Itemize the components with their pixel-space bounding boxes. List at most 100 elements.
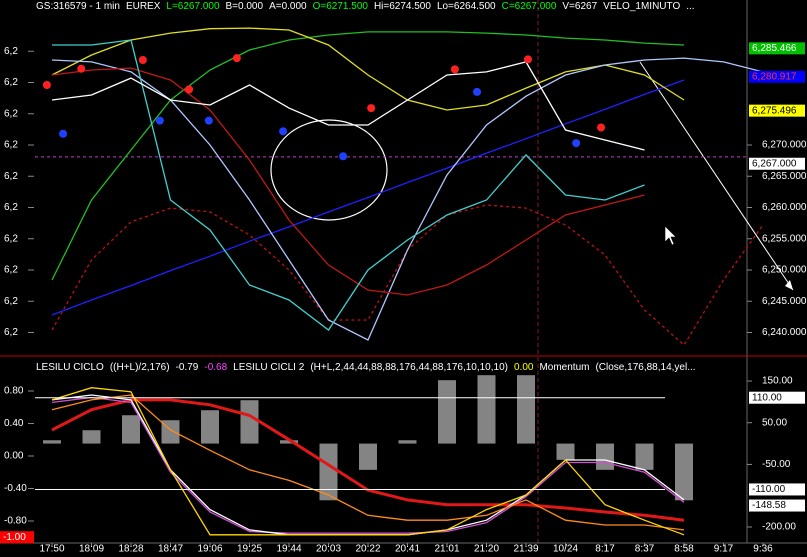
header-item: V=6267 bbox=[562, 1, 598, 12]
y-tick-label: -0.40 bbox=[4, 483, 27, 494]
signal-dot bbox=[572, 139, 581, 148]
price-box bbox=[749, 157, 805, 170]
header-item: (H+L,2,44,44,88,88,176,44,88,176,10,10,1… bbox=[310, 362, 508, 373]
histogram-bar bbox=[82, 430, 101, 444]
series-line bbox=[52, 39, 645, 331]
header-item: L=6267.000 bbox=[166, 1, 220, 12]
y-tick-label: 6,2 bbox=[4, 140, 18, 151]
signal-dot bbox=[523, 55, 532, 64]
price-box bbox=[0, 531, 34, 544]
y-tick-label: 6,2 bbox=[4, 46, 18, 57]
header-item: -0.79 bbox=[175, 362, 199, 373]
x-tick-label: 18:28 bbox=[118, 544, 143, 555]
signal-dot bbox=[155, 116, 164, 125]
signal-dot bbox=[42, 81, 51, 89]
mouse-cursor bbox=[664, 225, 677, 246]
series-line bbox=[51, 396, 685, 534]
header-item: ((H+L)/2,176) bbox=[109, 362, 170, 373]
price-box-label: 6,280.917 bbox=[752, 71, 797, 82]
x-tick-label: 20:03 bbox=[316, 544, 341, 555]
price-box bbox=[749, 70, 805, 83]
y-tick-label: 6,2 bbox=[4, 171, 18, 182]
signal-dot bbox=[138, 56, 147, 64]
price-box-label: 6,267.000 bbox=[752, 158, 797, 169]
trend-arrow bbox=[639, 61, 794, 291]
histogram-bar bbox=[596, 443, 614, 470]
y-tick-label: 50.00 bbox=[762, 417, 787, 428]
header-item: Hi=6274.500 bbox=[373, 1, 431, 12]
price-box bbox=[749, 391, 805, 404]
price-box bbox=[749, 499, 805, 512]
signal-dot bbox=[232, 54, 241, 63]
y-tick-label: 6,245.000 bbox=[762, 296, 807, 307]
header-item: VELO_1MINUTO bbox=[603, 1, 681, 12]
y-tick-label: -50.00 bbox=[762, 459, 791, 470]
price-box bbox=[749, 42, 805, 55]
price-box-label: 6,285.466 bbox=[752, 43, 797, 54]
histogram-bar bbox=[319, 443, 338, 501]
x-tick-label: 9:36 bbox=[753, 544, 773, 555]
x-tick-label: 18:47 bbox=[158, 544, 183, 555]
x-tick-label: 8:37 bbox=[635, 544, 655, 555]
header-item: GS:316579 - 1 min bbox=[36, 1, 120, 12]
y-tick-label: 150.00 bbox=[762, 376, 793, 387]
header-item: LESILU CICLO bbox=[36, 362, 104, 373]
x-tick-label: 19:44 bbox=[276, 544, 301, 555]
price-box-label: -1.00 bbox=[3, 532, 26, 543]
x-tick-label: 19:06 bbox=[197, 544, 222, 555]
y-tick-label: 0.80 bbox=[4, 386, 24, 397]
price-header: GS:316579 - 1 min EUREX L=6267.000 B=0.000 A… bbox=[36, 1, 701, 12]
histogram-bar bbox=[122, 415, 140, 444]
histogram-bar bbox=[201, 410, 219, 444]
price-box-label: 110.00 bbox=[752, 392, 782, 403]
signal-dot bbox=[59, 129, 68, 138]
y-tick-label: -0.80 bbox=[4, 516, 27, 527]
series-line bbox=[51, 387, 685, 536]
y-tick-label: 0.00 bbox=[4, 451, 24, 462]
header-item: (Close,176,88,14,yel... bbox=[595, 362, 696, 373]
annotation-circle bbox=[270, 119, 388, 221]
signal-dot bbox=[597, 123, 606, 132]
y-tick-label: 6,2 bbox=[4, 296, 18, 307]
x-tick-label: 8:17 bbox=[595, 544, 615, 555]
histogram-bar bbox=[438, 380, 456, 444]
price-box-label: 6,275.496 bbox=[752, 105, 797, 116]
series-line bbox=[51, 27, 685, 111]
header-item: LESILU CICLI 2 bbox=[233, 362, 305, 373]
price-box-label: -148.58 bbox=[752, 500, 786, 511]
price-box-label: -110.00 bbox=[752, 484, 786, 495]
histogram-bar bbox=[280, 440, 298, 444]
y-tick-label: 6,2 bbox=[4, 202, 18, 213]
y-tick-label: 6,240.000 bbox=[762, 327, 807, 338]
x-tick-label: 21:39 bbox=[513, 544, 538, 555]
price-box bbox=[749, 104, 805, 117]
signal-dot bbox=[77, 64, 86, 73]
series-line bbox=[51, 31, 685, 281]
indicator-header: LESILU CICLO ((H+L)/2,176) -0.79 -0.68 LESIL… bbox=[36, 362, 702, 373]
series-line bbox=[51, 79, 685, 316]
signal-dot bbox=[450, 65, 459, 74]
y-tick-label: 0.40 bbox=[4, 418, 24, 429]
y-tick-label: 6,260.000 bbox=[762, 202, 807, 213]
histogram-bar bbox=[359, 443, 377, 470]
header-item: Lo=6264.500 bbox=[436, 1, 496, 12]
y-tick-label: 6,265.000 bbox=[762, 171, 807, 182]
header-item: A=0.000 bbox=[269, 1, 307, 12]
price-box bbox=[749, 483, 805, 496]
histogram-bar bbox=[398, 440, 417, 444]
signal-dot bbox=[473, 87, 482, 96]
x-tick-label: 9:17 bbox=[714, 544, 734, 555]
y-tick-label: 6,270.000 bbox=[762, 140, 807, 151]
header-item: C=6267.000 bbox=[501, 1, 557, 12]
x-tick-label: 19:25 bbox=[237, 544, 262, 555]
y-tick-label: 6,255.000 bbox=[762, 233, 807, 244]
x-tick-label: 20:41 bbox=[395, 544, 420, 555]
x-tick-label: 17:50 bbox=[39, 544, 64, 555]
x-tick-label: 10/24 bbox=[553, 544, 578, 555]
x-tick-label: 21:01 bbox=[434, 544, 459, 555]
y-tick-label: 6,2 bbox=[4, 233, 18, 244]
header-item: O=6271.500 bbox=[312, 1, 368, 12]
histogram-bar bbox=[635, 443, 654, 470]
y-tick-label: 6,2 bbox=[4, 327, 18, 338]
